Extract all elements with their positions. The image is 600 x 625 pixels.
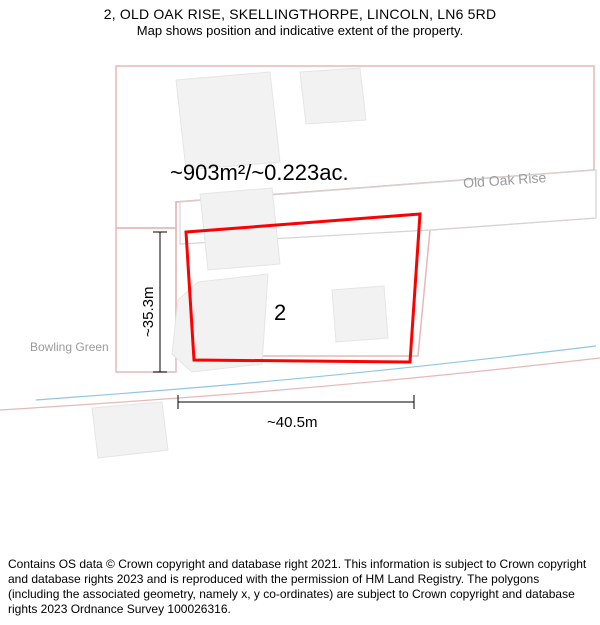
page-subtitle: Map shows position and indicative extent…	[0, 23, 600, 38]
dimension-vertical-label: ~35.3m	[140, 287, 157, 337]
map: ~903m²/~0.223ac. Old Oak Rise Bowling Gr…	[0, 42, 600, 512]
green-label: Bowling Green	[30, 340, 109, 354]
area-label: ~903m²/~0.223ac.	[170, 160, 349, 186]
map-svg	[0, 42, 600, 512]
plot-number: 2	[274, 300, 286, 326]
copyright-footer: Contains OS data © Crown copyright and d…	[8, 557, 592, 617]
dimension-horizontal-label: ~40.5m	[267, 414, 317, 431]
page-title: 2, OLD OAK RISE, SKELLINGTHORPE, LINCOLN…	[0, 6, 600, 22]
